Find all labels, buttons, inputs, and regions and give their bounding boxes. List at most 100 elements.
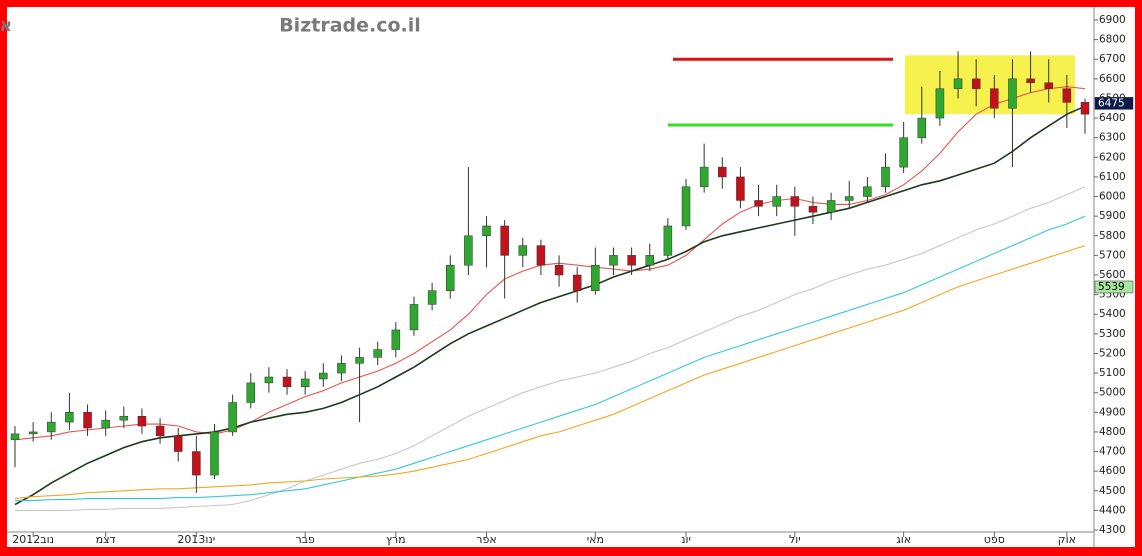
candle-body [699,166,709,187]
y-tick-label: 5600 [1099,269,1126,281]
x-tick-label: מאי [587,533,604,546]
candle-body [518,245,528,256]
candle-body [1044,82,1053,89]
candle-body [319,372,328,380]
y-tick-label: 6800 [1099,34,1126,46]
y-tick-label: 5700 [1099,249,1126,261]
y-tick-label: 5900 [1099,210,1126,222]
candle-body [808,206,818,213]
candle-body [47,421,56,433]
y-tick-label: 5200 [1099,347,1126,359]
moving-average [14,105,1086,506]
price-marker [1094,97,1134,110]
candle-body [264,376,274,384]
y-tick-label: 6300 [1099,132,1126,144]
y-tick-label: 6400 [1099,112,1126,124]
candle-body [645,255,654,266]
y-tick-label: 4300 [1099,524,1126,536]
candle-body [935,88,945,119]
candle-body [83,412,92,429]
y-tick-label: 5100 [1099,367,1126,379]
candle-body [446,264,455,291]
candle-body [736,176,745,201]
watermark: Biztrade.co.il [279,15,421,37]
candle-body [1080,102,1090,115]
y-tick-label: 4500 [1099,485,1126,497]
candle-body [754,200,763,207]
price-marker [1094,280,1134,294]
y-tick-label: 6600 [1099,73,1126,85]
candle-body [1008,78,1017,109]
candle-body [482,225,491,237]
candle-body [246,382,256,403]
moving-average [15,186,1086,511]
candle-body [210,431,219,476]
candle-body [1062,88,1072,103]
price-marker-label: 5539 [1098,281,1125,293]
candle-body [500,225,509,256]
candle-body [192,451,201,476]
moving-average [15,215,1086,502]
candle-body [65,412,74,423]
candle-body [536,245,546,266]
y-tick-label: 5800 [1099,230,1126,242]
x-tick-label: אוג [896,533,911,546]
candle-body [337,363,346,374]
chart-title: איתוראן [0,16,12,36]
candle-body [28,431,38,435]
price-marker-label: 6475 [1098,97,1125,109]
x-tick-label: יונ [681,533,691,546]
candle-body [173,435,183,452]
y-tick-label: 6900 [1099,14,1126,26]
x-tick-label: אפר [476,533,496,546]
x-tick-label: דצמ [96,533,116,546]
candle-body [228,402,237,433]
candle-body [863,186,872,197]
candle-body [355,357,364,364]
y-tick-label: 5300 [1099,328,1126,340]
candle-body [137,415,147,427]
candle-body [282,376,292,388]
candle-body [572,274,582,291]
candle-body [772,196,781,207]
moving-average [14,86,1086,441]
y-tick-label: 4600 [1099,465,1126,477]
x-tick-label: אוק [1058,533,1076,546]
candle-body [790,196,800,207]
candle-body [409,304,419,331]
candle-body [554,264,564,276]
candle-body [373,349,382,358]
y-tick-label: 4800 [1099,426,1126,438]
y-tick-label: 6100 [1099,171,1126,183]
candle-body [971,78,981,89]
candle-body [899,137,908,168]
candle-body [718,166,727,178]
y-tick-label: 5000 [1099,387,1126,399]
x-tick-label: ינו2013 [177,533,215,546]
candle-body [101,419,110,429]
x-tick-label: פבר [295,533,315,546]
candle-body [591,264,600,291]
candle-body [681,186,691,227]
candle-body [990,88,999,109]
x-tick-label: יול [789,533,801,546]
y-tick-label: 6700 [1099,53,1126,65]
candle-body [10,433,20,441]
moving-average [14,245,1086,500]
y-tick-label: 4400 [1099,504,1126,516]
candle-body [663,225,673,256]
y-tick-label: 4900 [1099,406,1126,418]
candle-body [427,290,437,305]
candle-body [119,415,129,421]
candle-body [917,117,927,138]
y-tick-label: 6000 [1099,191,1126,203]
candle-body [609,255,618,266]
y-tick-label: 4700 [1099,446,1126,458]
candle-body [1026,78,1035,84]
y-tick-label: 5400 [1099,308,1126,320]
candle-body [881,166,890,187]
candle-body [155,425,165,437]
candle-body [953,78,963,89]
candle-body [826,200,836,213]
